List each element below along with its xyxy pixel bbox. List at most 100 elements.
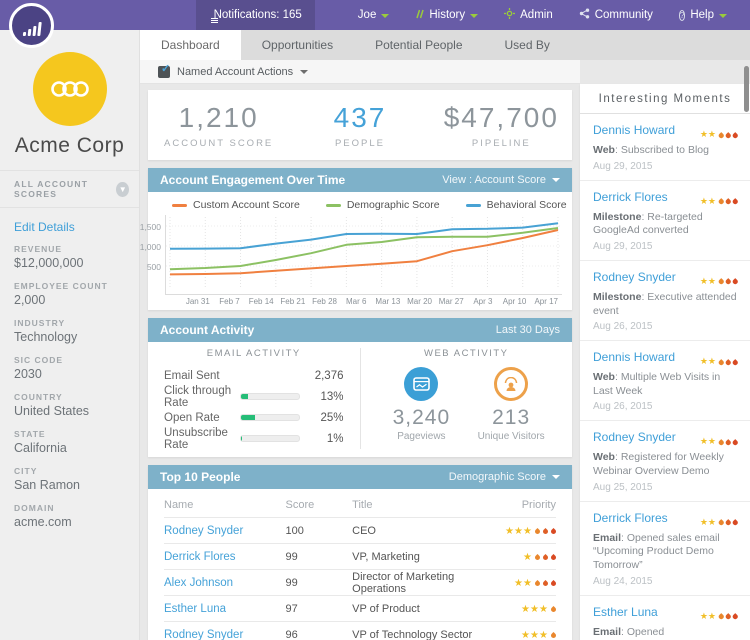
web-stat-unique-visitors: 213 Unique Visitors (466, 365, 556, 442)
field-value: United States (14, 404, 90, 418)
tab-bar: Dashboard Opportunities Potential People Us… (140, 30, 580, 60)
main-panel: Dashboard Opportunities Potential People Us… (140, 30, 580, 640)
legend-label: Behavioral Score (486, 199, 567, 211)
moment-person-link[interactable]: Derrick Flores (593, 189, 668, 204)
moment-item: Dennis Howard ★★ Web: Subscribed to Blog Au… (580, 114, 750, 180)
nav-label: Community (594, 9, 653, 21)
moment-person-link[interactable]: Rodney Snyder (593, 269, 676, 284)
legend-item: Behavioral Score (465, 199, 567, 211)
moment-date: Aug 29, 2015 (593, 240, 653, 252)
x-axis-tick: Jan 31 (185, 297, 210, 306)
star-icon: ★ (707, 436, 716, 447)
column-header-title[interactable]: Title (352, 499, 373, 511)
email-metric-label: Email Sent (164, 369, 220, 382)
person-link[interactable]: Rodney Snyder (164, 628, 244, 640)
person-link[interactable]: Esther Luna (164, 602, 227, 615)
column-header-score[interactable]: Score (285, 499, 315, 511)
flame-icon (731, 519, 738, 526)
flame-icon (731, 613, 738, 620)
admin-icon (504, 8, 516, 22)
flame-icon (731, 131, 738, 138)
moment-priority: ★★ (699, 351, 738, 369)
moment-person-link[interactable]: Dennis Howard (593, 123, 676, 137)
person-priority: ★★★ (485, 603, 557, 615)
x-axis-tick: Feb 7 (219, 297, 240, 306)
field-label: DOMAIN (14, 503, 55, 513)
caret-down-icon (381, 13, 390, 18)
person-link[interactable]: Alex Johnson (164, 576, 234, 589)
moment-person-link[interactable]: Dennis Howard (593, 350, 676, 365)
moment-date: Aug 25, 2015 (593, 481, 653, 493)
edit-details-link[interactable]: Edit Details (14, 220, 75, 234)
web-activity-heading: WEB ACTIVITY (423, 348, 509, 359)
moment-person-link[interactable]: Esther Luna (593, 604, 658, 619)
x-axis-tick: Mar 13 (375, 297, 401, 306)
account-field-employee-count: EMPLOYEE COUNT 2,000 (14, 281, 139, 307)
history-icon (415, 9, 425, 22)
person-link[interactable]: Rodney Snyder (164, 524, 244, 537)
engagement-view-select[interactable]: View : Account Score (442, 174, 560, 186)
engagement-title: Account Engagement Over Time (160, 173, 346, 187)
stat-account-score: 1,210 ACCOUNT SCORE (148, 102, 289, 149)
web-activity-section: WEB ACTIVITY 3,240 Pageviews 213 Unique Vis… (361, 348, 573, 449)
legend-label: Demographic Score (346, 199, 440, 211)
person-priority: ★★ (485, 577, 557, 589)
named-account-actions-button[interactable]: Named Account Actions (140, 60, 580, 84)
field-label: SIC CODE (14, 355, 64, 365)
chart-legend: Custom Account Score Demographic Score Beh… (148, 192, 572, 213)
flame-icon (724, 278, 731, 285)
tab-opportunities[interactable]: Opportunities (261, 38, 334, 52)
account-field-city: CITY San Ramon (14, 466, 139, 492)
nav-label: History (429, 9, 466, 21)
marketo-logo-icon[interactable] (9, 3, 54, 48)
star-icon: ★ (505, 525, 515, 537)
star-icon: ★ (522, 577, 532, 589)
all-account-scores-row[interactable]: ALL ACCOUNT SCORES ▼ (0, 170, 139, 208)
email-activity-section: EMAIL ACTIVITY Email Sent 2,376 Click thro… (148, 348, 361, 451)
nav-label: Help (690, 9, 714, 21)
account-field-domain: DOMAIN acme.com (14, 503, 139, 529)
moment-priority: ★★ (700, 191, 738, 209)
nav-label: Notifications: 165 (213, 9, 302, 21)
flame-icon (717, 278, 724, 285)
flame-icon (549, 605, 557, 613)
email-metric-value: 2,376 (314, 369, 344, 382)
nav-admin[interactable]: Admin (491, 0, 566, 30)
web-stat-value: 3,240 (392, 406, 451, 429)
account-field-state: STATE California (14, 429, 139, 455)
tab-dashboard[interactable]: Dashboard (140, 30, 241, 60)
nav-history[interactable]: History (402, 0, 491, 30)
column-header-priority[interactable]: Priority (521, 499, 556, 511)
chevron-down-icon[interactable]: ▼ (116, 181, 129, 197)
star-icon: ★ (707, 195, 716, 206)
stat-value: 1,210 (178, 101, 259, 133)
column-header-name[interactable]: Name (164, 499, 194, 511)
moment-date: Aug 26, 2015 (593, 321, 653, 333)
moment-person-link[interactable]: Derrick Flores (593, 510, 668, 525)
nav-community[interactable]: Community (566, 0, 666, 30)
vertical-scrollbar[interactable] (744, 66, 749, 112)
email-activity-heading: EMAIL ACTIVITY (206, 348, 301, 359)
field-value: San Ramon (14, 478, 81, 492)
email-metric-bar (239, 393, 300, 400)
nav-notifications[interactable]: Notifications: 165 (195, 0, 315, 30)
field-label: STATE (14, 429, 46, 439)
legend-swatch (325, 203, 341, 207)
nav-help[interactable]: ? Help (666, 0, 740, 30)
flame-icon (717, 439, 724, 446)
star-icon: ★ (514, 525, 523, 537)
moment-person-link[interactable]: Rodney Snyder (593, 430, 676, 445)
people-score-select[interactable]: Demographic Score (449, 471, 560, 483)
person-title: VP of Product (352, 602, 420, 615)
person-title: Director of Marketing Operations (352, 570, 455, 595)
star-icon: ★ (699, 356, 708, 367)
moment-description: Web: Registered for Weekly Webinar Overv… (593, 451, 724, 478)
person-link[interactable]: Derrick Flores (164, 550, 236, 563)
person-priority: ★★★ (485, 525, 557, 537)
x-axis-tick: Mar 20 (407, 297, 432, 306)
nav-user[interactable]: Joe (345, 0, 403, 30)
nav-label: Admin (520, 9, 553, 21)
top-header: Notifications: 165 Joe History Admin Communi… (0, 0, 750, 30)
tab-used-by[interactable]: Used By (504, 38, 550, 52)
tab-potential-people[interactable]: Potential People (375, 38, 463, 52)
